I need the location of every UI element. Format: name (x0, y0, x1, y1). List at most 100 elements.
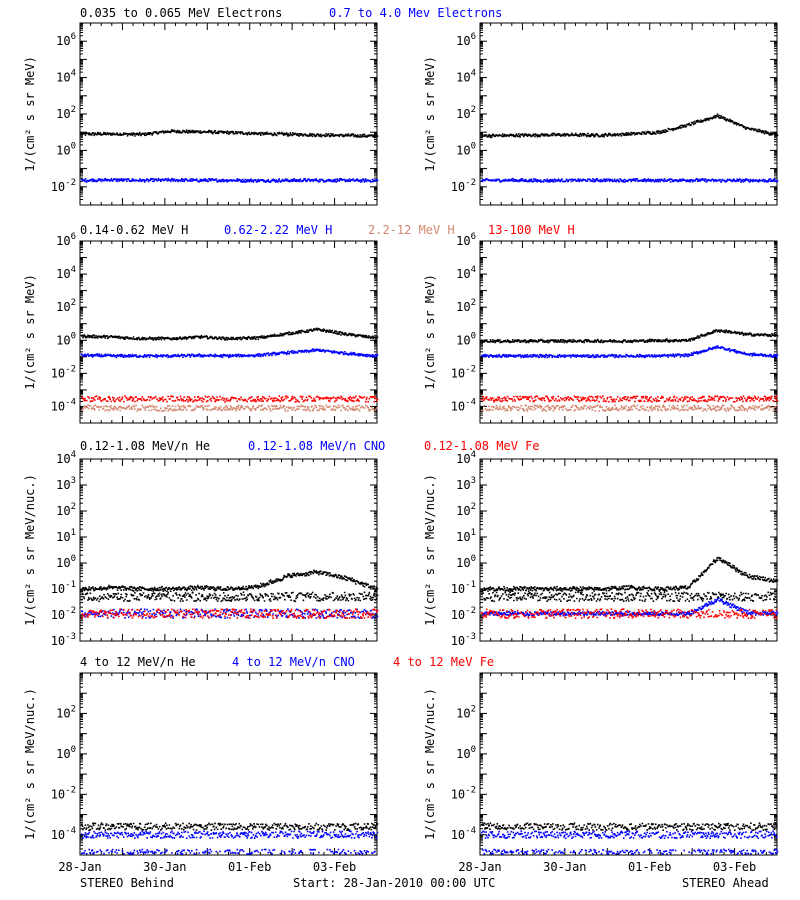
y-tick-label: 104 (56, 450, 76, 466)
footer-center: Start: 28-Jan-2010 00:00 UTC (293, 876, 496, 890)
row3-label-3: 0.12-1.08 MeV Fe (424, 439, 540, 453)
y-tick-label: 104 (56, 69, 76, 85)
series-2-points (481, 177, 779, 183)
y-tick-label: 100 (56, 331, 76, 347)
y-tick-label: 100 (56, 745, 76, 761)
x-tick-label: 28-Jan (58, 860, 101, 874)
row2-label-3: 2.2-12 MeV H (368, 223, 455, 237)
panel-r4-ahead: 10-4 10-2 100 102 28-Jan 30-Jan 01-Feb 03-Feb 1/… (423, 672, 779, 874)
panel-frame (479, 22, 778, 206)
series-3-points (81, 608, 379, 619)
y-tick-label: 106 (456, 232, 476, 248)
y-tick-label: 10-2 (51, 785, 76, 801)
y-tick-label: 106 (56, 32, 76, 48)
y-tick-label: 10-2 (51, 606, 76, 622)
series-3-points (482, 848, 779, 855)
y-tick-label: 10-2 (51, 364, 76, 380)
y-axis-label: 1/(cm² s sr MeV/nuc.) (23, 474, 37, 626)
y-tick-label: 102 (56, 704, 76, 720)
y-tick-label: 100 (456, 331, 476, 347)
series-1-points (481, 113, 779, 139)
y-tick-label: 10-1 (451, 580, 476, 596)
row1-label-2: 0.7 to 4.0 Mev Electrons (329, 6, 503, 20)
panel-r1-behind: 10-2 100 102 104 106 1/(cm² s sr MeV) (23, 22, 379, 206)
x-tick-label: 01-Feb (628, 860, 671, 874)
y-axis-label: 1/(cm² s sr MeV) (23, 56, 37, 172)
panel-r2-ahead: 10-4 10-2 100 102 104 106 1/(cm² s sr MeV) (423, 232, 779, 424)
row1-label-1: 0.035 to 0.065 MeV Electrons (80, 6, 283, 20)
y-tick-label: 10-2 (451, 606, 476, 622)
series-1-points (81, 327, 379, 341)
series-1-points (81, 591, 379, 603)
y-tick-label: 102 (56, 502, 76, 518)
y-tick-label: 10-3 (451, 632, 476, 648)
y-tick-label: 10-2 (51, 178, 76, 194)
row3-label-1: 0.12-1.08 MeV/n He (80, 439, 211, 453)
x-tick-label: 30-Jan (543, 860, 586, 874)
y-tick-label: 102 (56, 105, 76, 121)
y-tick-label: 103 (456, 476, 476, 492)
y-tick-label: 100 (456, 554, 476, 570)
series-2-points (81, 830, 379, 839)
row2-label-2: 0.62-2.22 MeV H (224, 223, 333, 237)
y-tick-label: 10-4 (51, 397, 76, 413)
x-tick-label: 30-Jan (143, 860, 186, 874)
series-4-points (81, 395, 379, 403)
panel-r4-behind: 10-4 10-2 100 102 28-Jan 30-Jan 01-Feb 03-Feb 1/… (23, 672, 379, 874)
series-4-points (481, 608, 778, 619)
series-4-points (481, 395, 779, 403)
y-tick-label: 104 (456, 265, 476, 281)
series-2-points (481, 345, 779, 359)
series-4-points (81, 608, 379, 619)
x-tick-label: 28-Jan (458, 860, 501, 874)
y-tick-label: 100 (56, 141, 76, 157)
y-axis-label: 1/(cm² s sr MeV) (423, 274, 437, 390)
y-tick-label: 10-2 (451, 364, 476, 380)
y-tick-label: 101 (456, 528, 476, 544)
series-3-points (81, 848, 376, 855)
series-2-points (481, 556, 779, 593)
series-2-points (81, 569, 379, 592)
y-tick-label: 103 (56, 476, 76, 492)
x-tick-label: 03-Feb (713, 860, 756, 874)
panel-frame (79, 672, 378, 856)
y-tick-label: 10-4 (451, 826, 476, 842)
series-3-points (481, 404, 779, 412)
y-axis-label: 1/(cm² s sr MeV) (423, 56, 437, 172)
series-1-points (81, 822, 379, 831)
panel-r1-ahead: 10-2 100 102 104 106 1/(cm² s sr MeV) (423, 22, 779, 206)
x-tick-label: 01-Feb (228, 860, 271, 874)
row2-label-4: 13-100 MeV H (488, 223, 575, 237)
panel-frame (79, 22, 378, 206)
row4-label-1: 4 to 12 MeV/n He (80, 655, 196, 669)
y-tick-label: 104 (56, 265, 76, 281)
panel-r3-behind: 10-3 10-2 10-1 100 101 102 103 104 1/(cm² s sr M… (23, 450, 379, 648)
footer-left: STEREO Behind (80, 876, 174, 890)
y-tick-label: 10-4 (51, 826, 76, 842)
series-3-points (81, 404, 378, 412)
y-tick-label: 101 (56, 528, 76, 544)
y-tick-label: 102 (456, 502, 476, 518)
y-tick-label: 102 (456, 704, 476, 720)
x-tick-label: 03-Feb (313, 860, 356, 874)
y-axis-label: 1/(cm² s sr MeV) (23, 274, 37, 390)
series-2-points (81, 348, 379, 359)
row3-label-2: 0.12-1.08 MeV/n CNO (248, 439, 386, 453)
y-axis-label: 1/(cm² s sr MeV/nuc.) (423, 474, 437, 626)
y-tick-label: 10-2 (451, 178, 476, 194)
y-tick-label: 104 (456, 450, 476, 466)
y-axis-label: 1/(cm² s sr MeV/nuc.) (23, 688, 37, 840)
y-tick-label: 10-2 (451, 785, 476, 801)
y-tick-label: 104 (456, 69, 476, 85)
y-tick-label: 100 (56, 554, 76, 570)
y-tick-label: 10-1 (51, 580, 76, 596)
y-axis-label: 1/(cm² s sr MeV/nuc.) (423, 688, 437, 840)
panel-frame (479, 672, 778, 856)
y-tick-label: 100 (456, 745, 476, 761)
row4-label-2: 4 to 12 MeV/n CNO (232, 655, 355, 669)
y-tick-label: 106 (56, 232, 76, 248)
footer-right: STEREO Ahead (682, 876, 769, 890)
series-1-points (481, 822, 778, 831)
